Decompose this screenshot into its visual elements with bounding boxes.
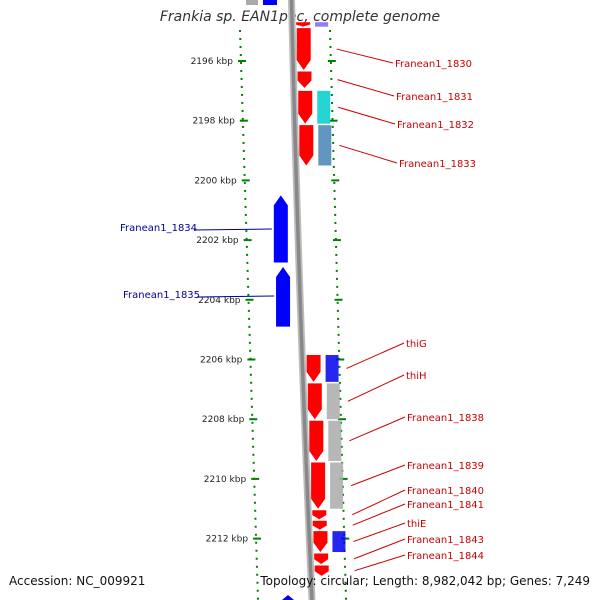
forward-gene-arrow[interactable] [314,553,329,564]
ruler-tick-label: 2198 kbp [192,117,235,127]
ruler-tick-label: 2204 kbp [198,296,241,306]
forward-gene-arrow[interactable] [296,22,311,27]
ruler-tick-label: 2206 kbp [200,356,243,366]
forward-gene-arrow[interactable] [314,565,329,576]
gene-label: thiH [406,371,427,382]
gene-category-box [318,125,332,166]
gene-label-leader [193,228,272,231]
forward-gene-arrow[interactable] [297,71,312,88]
gene-label: Franean1_1840 [407,486,484,497]
gene-category-box [325,355,339,382]
gene-label: Franean1_1831 [396,92,473,103]
ruler-tick-label: 2212 kbp [206,535,249,545]
forward-gene-arrow[interactable] [306,355,321,382]
gene-label-leader [354,554,406,572]
accession-label: Accession: NC_009921 [9,574,146,588]
gene-category-box [330,462,344,509]
gene-label: Franean1_1838 [407,413,484,424]
topology-label: Topology: circular; Length: 8,982,042 bp… [260,574,590,588]
gene-label: thiG [406,339,427,350]
ruler-tick-label: 2196 kbp [191,57,234,67]
ruler-tick-label: 2208 kbp [202,415,245,425]
truncated-reverse-gene [282,595,294,600]
truncated-reverse-gene [263,0,277,5]
forward-gene-arrow[interactable] [312,510,327,520]
gene-label-leader [347,374,405,402]
gene-category-box [326,383,340,420]
genome-backbone [289,0,314,600]
gene-category-box [332,531,346,553]
gene-label: thiE [407,519,426,530]
gene-label-leader [350,464,406,487]
forward-gene-arrow[interactable] [312,520,327,530]
gene-label-leader [349,416,406,442]
gene-label-leader [336,48,394,64]
gene-label-leader [353,522,406,543]
gene-category-box [317,90,331,124]
forward-gene-arrow[interactable] [299,125,314,166]
forward-gene-arrow[interactable] [313,531,328,553]
gene-label: Franean1_1834 [120,223,197,234]
reverse-gene-arrow[interactable] [276,266,291,327]
gene-label: Franean1_1830 [395,59,472,70]
forward-gene-arrow[interactable] [298,90,313,124]
gene-category-box [328,420,342,461]
gene-label: Franean1_1844 [407,551,484,562]
gene-label-leader [346,342,405,369]
gene-label: Franean1_1839 [407,461,484,472]
ruler-tick-label: 2202 kbp [196,236,239,246]
gene-label: Franean1_1835 [123,290,200,301]
forward-gene-arrow[interactable] [296,28,311,70]
gene-label: Franean1_1843 [407,535,484,546]
inner-ruler-ring [329,29,347,600]
gene-label: Franean1_1841 [407,500,484,511]
gene-label: Franean1_1833 [399,159,476,170]
gene-label-leader [352,489,406,516]
gene-label-leader [337,79,395,97]
reverse-gene-arrow[interactable] [273,195,288,263]
gene-label-leader [354,538,406,560]
gene-category-box [315,22,329,27]
gene-label: Franean1_1832 [397,120,474,131]
forward-gene-arrow[interactable] [307,383,322,420]
gene-label-leader [196,295,275,298]
forward-gene-arrow[interactable] [309,420,324,461]
truncated-gene-category-box [246,0,258,5]
outer-ruler-ring [239,29,259,600]
gene-label-leader [339,144,398,164]
ruler-tick-label: 2210 kbp [204,475,247,485]
map-title: Frankia sp. EAN1pec, complete genome [159,9,441,25]
ruler-tick-label: 2200 kbp [194,176,237,186]
gene-label-leader [338,106,396,125]
gene-label-leader [352,503,406,526]
forward-gene-arrow[interactable] [311,462,326,509]
